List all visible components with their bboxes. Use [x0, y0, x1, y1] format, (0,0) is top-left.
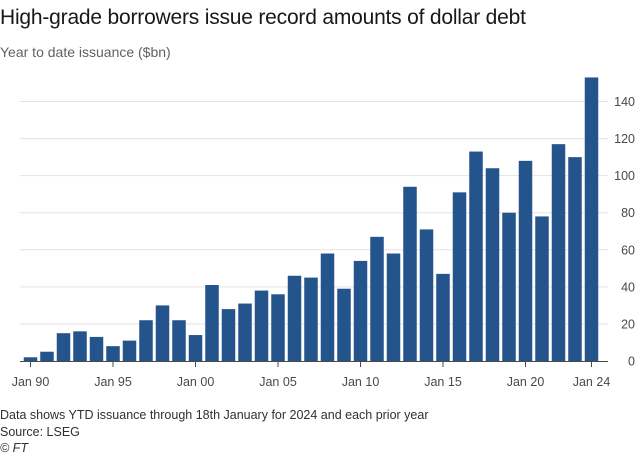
bar-1991	[40, 351, 54, 361]
bar-2004	[254, 290, 269, 361]
bar-2014	[419, 229, 434, 361]
x-tick-label: Jan 95	[94, 375, 132, 389]
bar-1995	[106, 346, 120, 361]
y-tick-label: 140	[614, 95, 635, 109]
ft-credit: © FT	[0, 441, 28, 455]
bar-2017	[469, 151, 483, 361]
bar-2013	[403, 186, 417, 361]
bar-2005	[271, 294, 285, 361]
bar-1990	[23, 357, 38, 361]
bar-2018	[485, 168, 500, 361]
bar-2008	[320, 253, 335, 361]
x-tick-label: Jan 00	[177, 375, 215, 389]
bar-2002	[221, 309, 236, 361]
bar-2022	[551, 144, 566, 361]
bar-2021	[535, 216, 549, 361]
footnote: Data shows YTD issuance through 18th Jan…	[0, 408, 429, 422]
bar-1997	[139, 320, 153, 361]
x-tick-label: Jan 05	[259, 375, 297, 389]
bar-2010	[353, 260, 368, 361]
y-tick-label: 120	[614, 132, 635, 146]
x-tick-label: Jan 90	[12, 375, 50, 389]
y-tick-label: 40	[621, 280, 635, 294]
bar-1994	[89, 336, 104, 361]
bar-2011	[370, 236, 384, 361]
source-note: Source: LSEG	[0, 425, 80, 439]
chart-title: High-grade borrowers issue record amount…	[0, 6, 526, 29]
bar-2024	[584, 77, 599, 361]
bar-1992	[56, 333, 71, 361]
bars	[23, 77, 599, 361]
bar-1996	[122, 340, 137, 361]
bar-2023	[568, 157, 582, 361]
x-axis-ticks: Jan 90 Jan 95 Jan 00 Jan 05 Jan 10 Jan 15 Jan …	[12, 362, 611, 389]
bar-2000	[188, 335, 203, 361]
bar-1998	[155, 305, 170, 361]
x-tick-label: Jan 24	[573, 375, 611, 389]
y-axis-ticks: 0 20 40 60 80 100 120 140	[614, 95, 635, 368]
bar-2015	[436, 273, 450, 361]
y-tick-label: 60	[621, 243, 635, 257]
y-tick-label: 0	[628, 355, 635, 369]
bar-2016	[452, 192, 467, 361]
bar-2012	[386, 253, 401, 361]
bar-2006	[287, 275, 302, 361]
chart-subtitle: Year to date issuance ($bn)	[0, 44, 171, 60]
bar-2003	[238, 303, 252, 361]
bar-1993	[73, 331, 87, 361]
y-tick-label: 20	[621, 317, 635, 331]
bar-1999	[172, 320, 186, 361]
x-tick-label: Jan 10	[342, 375, 380, 389]
bar-2019	[502, 212, 516, 361]
y-tick-label: 100	[614, 169, 635, 183]
bar-2001	[205, 285, 219, 361]
bar-2007	[304, 277, 318, 361]
y-tick-label: 80	[621, 206, 635, 220]
bar-2020	[518, 160, 533, 361]
x-tick-label: Jan 20	[507, 375, 545, 389]
x-tick-label: Jan 15	[424, 375, 462, 389]
bar-2009	[337, 288, 351, 361]
